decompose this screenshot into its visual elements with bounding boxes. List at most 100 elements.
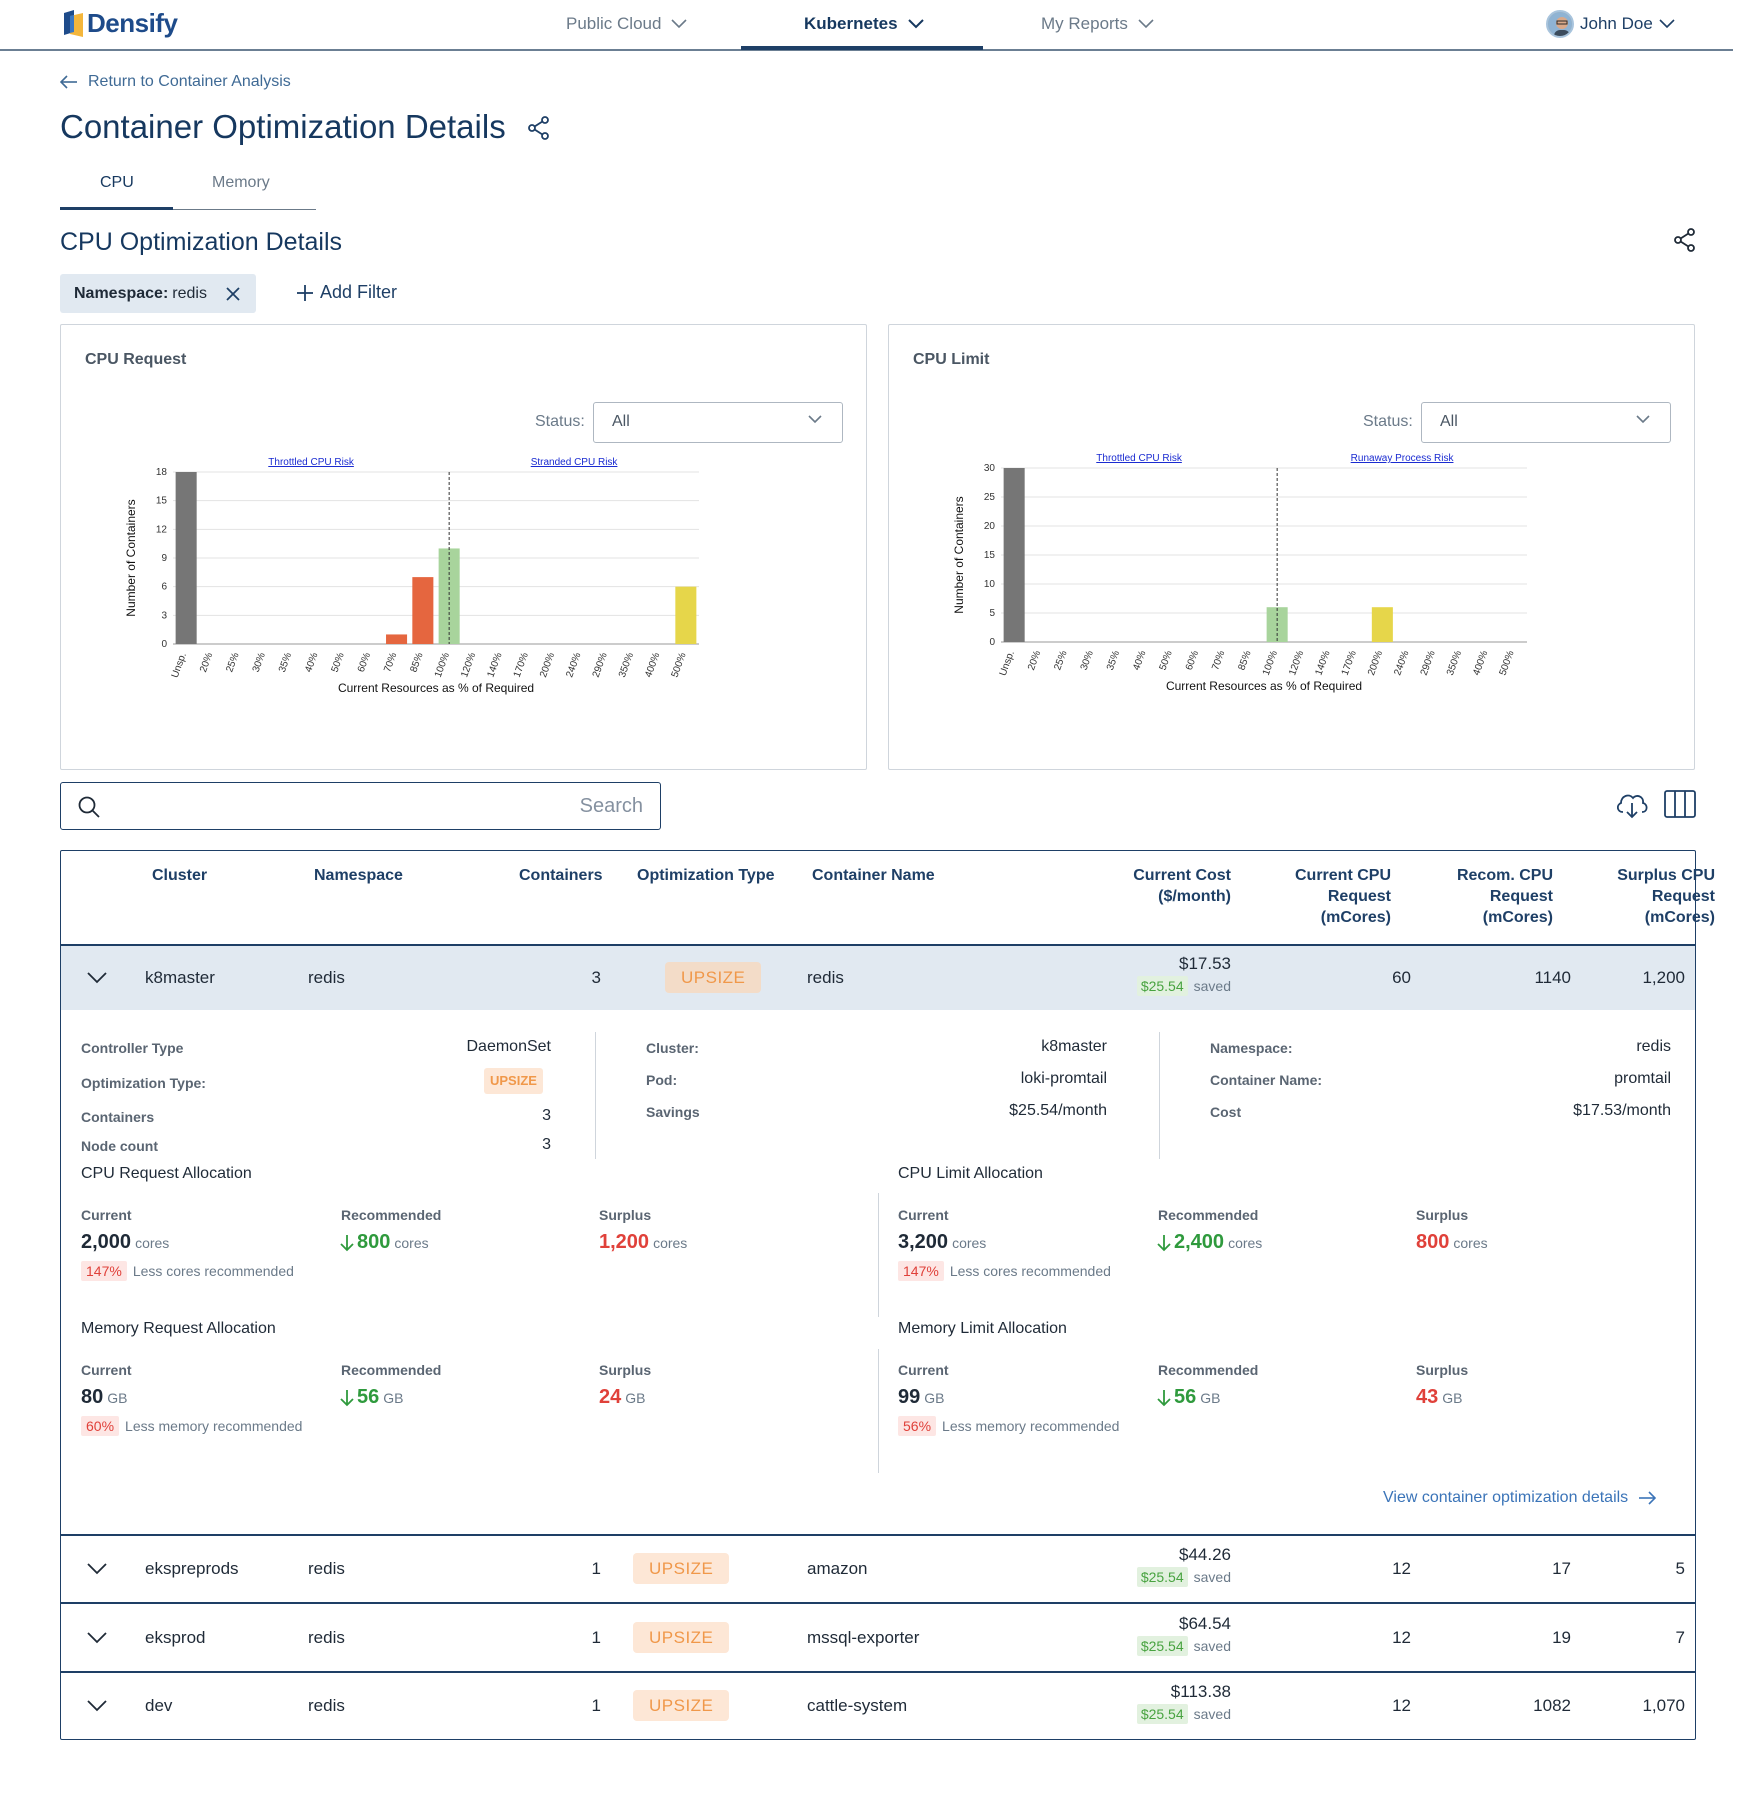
tab-memory[interactable]: Memory	[212, 174, 270, 191]
add-filter-label: Add Filter	[320, 282, 398, 302]
surplus-value: 800 cores	[1416, 1231, 1488, 1254]
top-navigation-bar: Densify Public Cloud Kubernetes My Repor…	[0, 0, 1733, 51]
chevron-down-icon[interactable]	[87, 972, 107, 984]
close-icon[interactable]	[225, 286, 241, 302]
add-filter-button[interactable]: Add Filter	[296, 282, 397, 303]
cell-containers: 1	[591, 1696, 601, 1715]
column-header-namespace[interactable]: Namespace	[314, 867, 403, 884]
unit: cores	[1453, 1235, 1488, 1251]
bar	[438, 548, 460, 644]
allocation-block: Memory Limit Allocation Current Recommen…	[898, 1320, 1658, 1470]
back-link-label: Return to Container Analysis	[88, 73, 291, 90]
x-tick-label: 200%	[538, 651, 557, 679]
recommended-label: Recommended	[341, 1207, 442, 1223]
arrow-down-icon	[1157, 1389, 1171, 1406]
chart-panel-cpu-limit: CPU Limit Status: All 0 5 10 15 20 25 30 Unsp. 2…	[888, 324, 1695, 770]
cell-surplus-cpu: 1,070	[1642, 1696, 1685, 1715]
column-header-container-name[interactable]: Container Name	[812, 867, 935, 884]
densify-logo[interactable]: Densify	[64, 8, 178, 39]
chart-annotation: Runaway Process Risk	[1351, 453, 1455, 464]
y-tick-label: 3	[161, 610, 167, 621]
chevron-down-icon[interactable]	[87, 1563, 107, 1575]
current-number: 80	[81, 1386, 104, 1408]
status-select[interactable]: All	[593, 402, 843, 443]
detail-value: $17.53/month	[1573, 1102, 1671, 1119]
detail-value: loki-promtail	[1020, 1070, 1107, 1087]
x-tick-label: 120%	[459, 651, 478, 679]
nav-my-reports[interactable]: My Reports	[1041, 14, 1154, 34]
cell-recom-cpu: 19	[1552, 1628, 1571, 1647]
share-icon[interactable]	[528, 116, 550, 140]
bar	[412, 577, 434, 644]
recommended-number: 56	[1174, 1386, 1197, 1408]
tab-cpu[interactable]: CPU	[100, 174, 134, 191]
status-select[interactable]: All	[1421, 402, 1671, 443]
column-header-recom-cpu-request[interactable]: Recom. CPU Request (mCores)	[1456, 867, 1553, 926]
chevron-down-icon[interactable]	[87, 1632, 107, 1644]
container-table: Cluster Namespace Containers Optimizatio…	[60, 850, 1715, 1740]
divider	[1159, 1032, 1160, 1159]
cell-current-cpu: 12	[1392, 1628, 1411, 1647]
cell-surplus-cpu: 1,200	[1642, 968, 1685, 987]
share-icon[interactable]	[1674, 228, 1696, 252]
surplus-number: 43	[1416, 1386, 1439, 1408]
savings: $25.54 saved	[1051, 1567, 1231, 1587]
surplus-value: 43 GB	[1416, 1386, 1462, 1409]
x-tick-label: 120%	[1287, 649, 1306, 677]
current-value: 80 GB	[81, 1386, 127, 1409]
divider	[878, 1193, 879, 1317]
reduction-text: Less memory recommended	[942, 1418, 1120, 1434]
page-title: Container Optimization Details	[60, 108, 506, 145]
column-header-surplus-cpu-request[interactable]: Surplus CPU Request (mCores)	[1617, 867, 1715, 926]
chevron-down-icon	[1636, 415, 1650, 424]
recommended-label: Recommended	[341, 1362, 442, 1378]
view-details-link[interactable]: View container optimization details	[1383, 1489, 1657, 1507]
column-header-containers[interactable]: Containers	[519, 867, 603, 884]
column-header-current-cpu-request[interactable]: Current CPU Request (mCores)	[1294, 867, 1391, 926]
table-row[interactable]: k8master redis 3 UPSIZE redis $17.53 $25…	[61, 946, 1695, 1010]
detail-value: k8master	[1041, 1038, 1107, 1055]
table-row[interactable]: eksprod redis 1 UPSIZE mssql-exporter $6…	[61, 1605, 1695, 1671]
table-row[interactable]: ekspreprods redis 1 UPSIZE amazon $44.26…	[61, 1536, 1695, 1602]
column-header-current-cost[interactable]: Current Cost ($/month)	[1133, 867, 1231, 905]
nav-public-cloud[interactable]: Public Cloud	[566, 14, 688, 34]
detail-value: DaemonSet	[466, 1038, 552, 1055]
column-header-optimization-type[interactable]: Optimization Type	[637, 867, 775, 884]
table-row[interactable]: dev redis 1 UPSIZE cattle-system $113.38…	[61, 1673, 1695, 1739]
column-header-cluster[interactable]: Cluster	[152, 867, 208, 884]
x-tick-label: 35%	[277, 651, 294, 674]
columns-icon[interactable]	[1664, 790, 1696, 818]
search-input[interactable]	[113, 791, 643, 821]
reduction-text: Less memory recommended	[125, 1418, 303, 1434]
detail-value: 3	[542, 1136, 551, 1153]
arrow-down-icon	[340, 1234, 354, 1251]
search-box	[60, 782, 661, 830]
reduction-percent: 147%	[81, 1261, 127, 1281]
unit: cores	[952, 1235, 987, 1251]
chart-panel-cpu-request: CPU Request Status: All 0 3 6 9 12 15 18 Unsp. 2…	[60, 324, 867, 770]
x-tick-label: 70%	[382, 651, 399, 674]
divider	[595, 1032, 596, 1159]
cell-cluster: eksprod	[145, 1628, 206, 1647]
x-tick-label: 70%	[1210, 649, 1227, 672]
filter-chip-value: redis	[172, 284, 207, 302]
section-title: CPU Optimization Details	[60, 228, 343, 256]
x-tick-label: 25%	[224, 651, 241, 674]
recommended-label: Recommended	[1158, 1207, 1259, 1223]
current-value: 99 GB	[898, 1386, 944, 1409]
user-name: John Doe	[1580, 14, 1653, 33]
surplus-label: Surplus	[1416, 1207, 1469, 1223]
recommended-label: Recommended	[1158, 1362, 1259, 1378]
nav-kubernetes[interactable]: Kubernetes	[804, 14, 924, 34]
back-link[interactable]: Return to Container Analysis	[60, 73, 291, 91]
x-tick-label: 25%	[1052, 649, 1069, 672]
user-menu[interactable]: John Doe	[1546, 10, 1675, 38]
chevron-down-icon[interactable]	[87, 1700, 107, 1712]
current-number: 99	[898, 1386, 921, 1408]
bar	[1371, 607, 1393, 642]
bar	[1003, 468, 1025, 642]
download-icon[interactable]	[1614, 790, 1650, 820]
recommended-value: 56 GB	[339, 1386, 403, 1409]
chevron-down-icon	[808, 415, 822, 424]
x-tick-label: 100%	[433, 651, 452, 679]
